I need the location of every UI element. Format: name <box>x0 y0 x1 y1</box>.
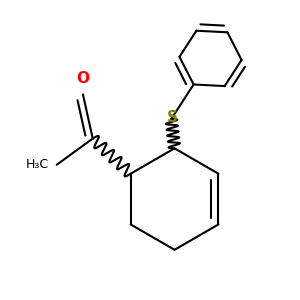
Text: H₃C: H₃C <box>26 158 49 171</box>
Text: O: O <box>76 70 89 86</box>
Text: S: S <box>167 110 177 125</box>
